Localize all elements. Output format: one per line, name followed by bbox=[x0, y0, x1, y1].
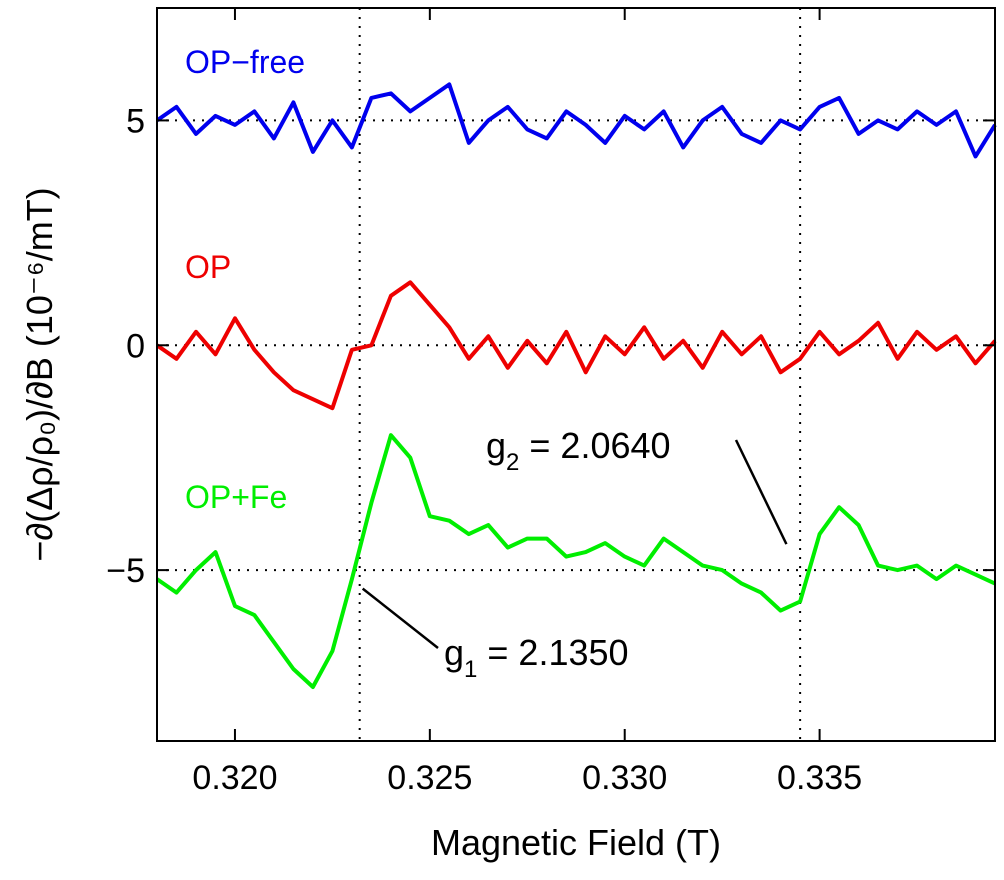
annotation-0: g1 = 2.1350 bbox=[444, 632, 629, 683]
annotation-base-1: g bbox=[486, 425, 506, 466]
y-tick-label-2: −5 bbox=[106, 552, 145, 590]
x-tick-label-2: 0.330 bbox=[582, 759, 667, 797]
annotation-base-0: g bbox=[444, 632, 464, 673]
series-label-0: OP−free bbox=[185, 44, 305, 80]
axes bbox=[156, 7, 996, 742]
annotation-pointer-1 bbox=[734, 439, 788, 545]
annotation-value-1: = 2.0640 bbox=[519, 425, 670, 466]
y-tick-label-0: 5 bbox=[126, 102, 145, 140]
series-label-2: OP+Fe bbox=[185, 479, 287, 515]
series-lines bbox=[155, 82, 997, 689]
annotation-pointer-0 bbox=[361, 587, 439, 649]
series-line-0 bbox=[155, 82, 997, 159]
plot-frame bbox=[156, 7, 996, 742]
annotation-value-0: = 2.1350 bbox=[477, 632, 628, 673]
x-tick-label-0: 0.320 bbox=[192, 759, 277, 797]
series-line-1 bbox=[155, 280, 997, 411]
y-axis-label: −∂(Δρ/ρ₀)/∂B (10⁻⁶/mT) bbox=[19, 187, 60, 561]
annotation-sub-1: 2 bbox=[506, 449, 519, 476]
annotation-sub-0: 1 bbox=[464, 656, 477, 683]
annotation-1: g2 = 2.0640 bbox=[486, 425, 671, 476]
y-tick-label-1: 0 bbox=[126, 327, 145, 365]
series-label-1: OP bbox=[185, 249, 231, 285]
x-tick-label-3: 0.335 bbox=[777, 759, 862, 797]
x-axis-label: Magnetic Field (T) bbox=[431, 822, 721, 863]
labels: 0.320 0.325 0.330 0.335 5 0 −5 Magnetic Field (… bbox=[19, 44, 862, 863]
series-line-2 bbox=[155, 433, 996, 689]
x-tick-label-1: 0.325 bbox=[387, 759, 472, 797]
